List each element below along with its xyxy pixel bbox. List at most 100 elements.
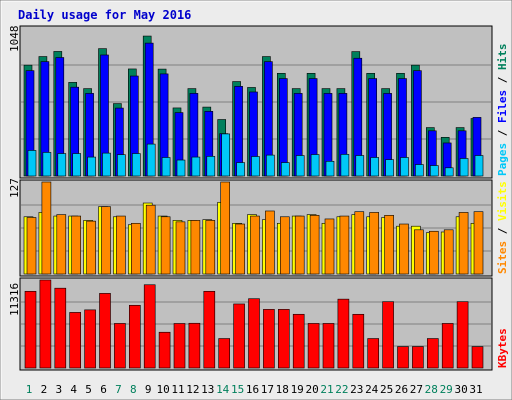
sites-bar-day-19 [294,215,305,275]
day-label-16: 16 [246,383,259,396]
legend-hits-files-pages: Pages / Files / Hits [496,44,509,177]
sites-bar-day-27 [414,229,424,275]
legend-part: Hits [496,44,509,71]
pages-bar-day-18 [280,162,290,177]
bars-sites-visits [23,181,484,275]
sites-bar-day-5 [86,220,96,275]
day-label-28: 28 [425,383,438,396]
sites-bar-day-13 [205,220,216,275]
day-label-18: 18 [276,383,289,396]
kbytes-bar-day-10 [158,331,171,369]
sites-bar-day-25 [384,215,394,275]
kbytes-bar-day-29 [441,323,454,369]
pages-bar-day-31 [474,155,484,177]
sites-bar-day-18 [279,216,290,275]
legend-part: Sites [496,241,509,274]
sites-bar-day-3 [56,214,67,275]
pages-bar-day-14 [221,133,230,177]
sites-bar-day-23 [354,211,365,275]
sites-bar-day-26 [399,223,409,275]
files-bar-day-18 [278,78,288,177]
pages-bar-day-8 [132,153,141,177]
chart-title: Daily usage for May 2016 [18,8,191,22]
pages-bar-day-23 [355,155,365,177]
sites-bar-day-10 [160,216,171,275]
panel-kbytes: 11316 KBytes [8,277,509,371]
pages-bar-day-4 [72,153,81,177]
kbytes-bar-day-25 [382,301,394,369]
legend-part: Pages [496,143,509,176]
sites-bar-day-24 [369,212,380,275]
day-label-11: 11 [171,383,184,396]
day-label-19: 19 [291,383,304,396]
kbytes-bar-day-20 [307,323,320,369]
pages-bar-day-21 [325,161,335,177]
sites-bar-day-22 [339,215,350,275]
sites-bar-day-9 [145,204,156,275]
kbytes-bar-day-12 [188,322,201,369]
pages-bar-day-29 [444,167,454,177]
sites-bar-day-20 [309,215,320,275]
pages-bar-day-24 [370,157,380,177]
kbytes-bar-day-4 [69,312,81,369]
pages-bar-day-19 [295,155,305,177]
kbytes-bar-day-31 [471,346,484,369]
pages-bar-day-6 [102,152,111,177]
sites-bar-day-14 [220,181,230,275]
pages-bar-day-28 [429,165,439,177]
sites-bar-day-8 [131,222,141,275]
sites-bar-day-7 [116,215,126,275]
day-label-10: 10 [156,383,169,396]
legend-part: Visits [496,181,509,221]
day-label-22: 22 [335,383,348,396]
kbytes-bar-day-19 [292,313,305,369]
sites-bar-day-2 [41,181,52,275]
day-label-23: 23 [350,383,363,396]
kbytes-bar-day-7 [114,323,126,369]
day-label-12: 12 [186,383,199,396]
kbytes-bar-day-27 [412,346,424,369]
sites-bar-day-29 [443,229,454,275]
pages-bar-day-10 [161,157,171,177]
sites-bar-day-31 [473,211,484,275]
pages-bar-day-15 [236,162,245,177]
day-label-9: 9 [145,383,152,396]
day-label-4: 4 [70,383,77,396]
kbytes-bar-day-8 [129,304,141,369]
day-label-6: 6 [100,383,107,396]
kbytes-bar-day-30 [456,301,469,369]
day-label-7: 7 [115,383,122,396]
day-label-27: 27 [410,383,423,396]
sites-bar-day-4 [71,215,81,275]
kbytes-bar-day-18 [277,309,290,369]
ymax-label-hits-files-pages: 1048 [8,26,21,53]
day-label-17: 17 [261,383,274,396]
kbytes-bar-day-23 [352,313,365,369]
legend-kbytes: KBytes [496,328,509,368]
day-label-14: 14 [216,383,230,396]
legend-part: / [496,70,509,90]
sites-bar-day-28 [428,230,439,275]
day-label-15: 15 [231,383,244,396]
kbytes-bar-day-26 [397,346,409,369]
legend-part: / [496,221,509,241]
day-label-31: 31 [469,383,482,396]
pages-bar-day-11 [176,159,186,177]
pages-bar-day-2 [42,152,52,177]
pages-bar-day-9 [146,143,156,177]
panel-hits-files-pages: 1048 Pages / Files / Hits [8,25,509,179]
legend-sites-visits: Sites / Visits [496,181,509,274]
kbytes-bar-day-1 [24,290,37,369]
legend-part: KBytes [496,328,509,368]
kbytes-bar-day-13 [203,290,216,369]
day-label-20: 20 [305,383,318,396]
pages-bar-day-25 [385,159,394,177]
day-label-3: 3 [55,383,62,396]
pages-bar-day-1 [27,150,37,177]
kbytes-bar-day-11 [173,323,186,369]
kbytes-bar-day-17 [263,309,275,369]
pages-bar-day-16 [251,156,260,177]
day-label-25: 25 [380,383,393,396]
sites-bar-day-16 [250,215,260,275]
